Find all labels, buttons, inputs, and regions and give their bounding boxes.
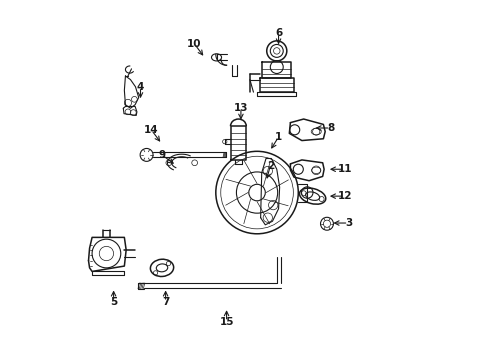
- Text: 4: 4: [137, 82, 144, 92]
- Text: 5: 5: [110, 297, 117, 307]
- Text: 8: 8: [326, 123, 333, 133]
- Text: 15: 15: [219, 317, 233, 327]
- Text: 7: 7: [162, 297, 169, 307]
- Circle shape: [248, 184, 265, 201]
- Text: 13: 13: [233, 103, 247, 113]
- Text: 6: 6: [274, 28, 282, 38]
- Text: 2: 2: [266, 161, 273, 171]
- Text: 11: 11: [337, 164, 351, 174]
- Text: 3: 3: [344, 218, 351, 228]
- Text: 10: 10: [187, 39, 201, 49]
- Text: 14: 14: [143, 125, 158, 135]
- Text: 12: 12: [337, 191, 351, 201]
- Text: 1: 1: [274, 132, 282, 142]
- Text: 9: 9: [158, 150, 165, 160]
